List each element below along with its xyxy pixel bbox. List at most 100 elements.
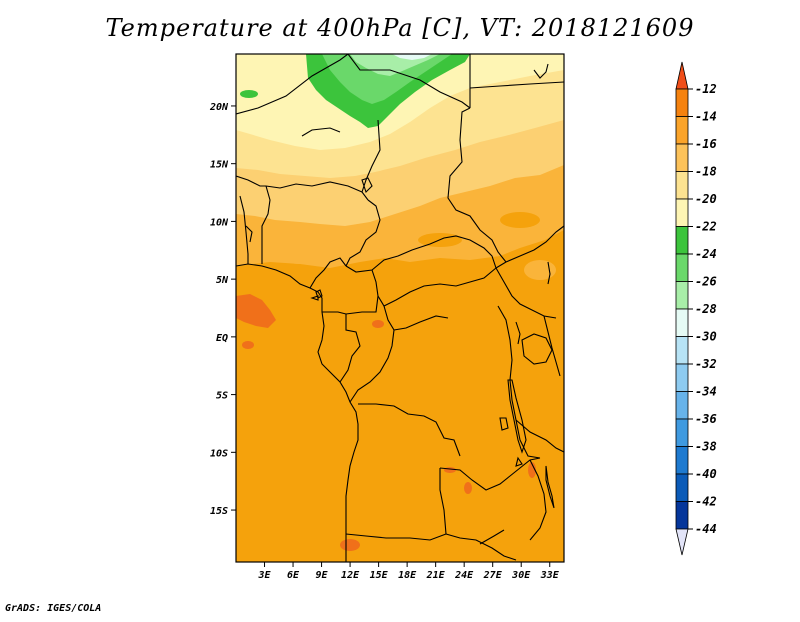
lat-label: 5S bbox=[216, 391, 228, 402]
temperature-field bbox=[236, 54, 564, 562]
lake-turkana bbox=[547, 261, 551, 285]
lon-label: 27E bbox=[483, 570, 503, 581]
border-uganda-kenya bbox=[543, 315, 561, 377]
lat-label: 10N bbox=[210, 217, 229, 228]
colorbar-box bbox=[675, 473, 689, 502]
colorbar-box bbox=[675, 308, 689, 337]
colorbar: -12 -14 -16 -18 -20 -22 -24 -26 -28 -30 -32 -34 -36 -… bbox=[675, 61, 717, 556]
colorbar-box bbox=[675, 226, 689, 255]
lon-label: 6E bbox=[287, 570, 300, 581]
lon-label: 24E bbox=[454, 570, 474, 581]
border-chad-libya bbox=[347, 54, 471, 109]
colorbar-label: -28 bbox=[695, 302, 717, 316]
coastline-west bbox=[236, 263, 359, 562]
warm-patch-south bbox=[340, 539, 360, 551]
colorbar-box bbox=[675, 281, 689, 310]
warm-patch-zambia bbox=[464, 482, 472, 494]
lon-label: 18E bbox=[398, 570, 417, 581]
colorbar-label: -12 bbox=[695, 82, 717, 96]
border-nigeria-north bbox=[301, 127, 341, 137]
border-nigeria-cameroon bbox=[309, 257, 347, 289]
lon-label: 3E bbox=[257, 570, 271, 581]
lake-mweru bbox=[499, 417, 509, 431]
colorbar-label: -16 bbox=[695, 137, 717, 151]
border-congo-drc bbox=[349, 305, 395, 403]
colorbar-box bbox=[675, 116, 689, 145]
border-nigeria-niger bbox=[265, 181, 363, 193]
lat-label: 15N bbox=[210, 160, 229, 171]
colorbar-label: -14 bbox=[695, 110, 717, 124]
colorbar-label: -44 bbox=[695, 522, 717, 536]
lake-chad bbox=[361, 177, 373, 194]
warm-patch-congo bbox=[372, 320, 384, 328]
border-east-top bbox=[469, 81, 564, 89]
border-benin bbox=[261, 185, 271, 264]
colorbar-label: -24 bbox=[695, 247, 717, 261]
lon-label: 9E bbox=[316, 570, 329, 581]
border-mozambique bbox=[529, 459, 547, 541]
colorbar-top-arrow bbox=[675, 61, 689, 90]
colorbar-label: -32 bbox=[695, 357, 717, 371]
congo-river bbox=[393, 315, 449, 331]
border-togo bbox=[239, 195, 249, 264]
lake-bangweulu bbox=[515, 456, 523, 467]
border-chad-cameroon bbox=[345, 199, 381, 267]
longitude-axis: 3E 6E 9E 12E 15E 18E 21E 24E 27E 30E 33E bbox=[257, 562, 560, 581]
colorbar-label: -42 bbox=[695, 495, 717, 509]
colorbar-label: -34 bbox=[695, 385, 717, 399]
warm-patch-coast bbox=[242, 341, 254, 349]
border-car-south bbox=[371, 267, 497, 307]
red-sea-coast bbox=[533, 63, 549, 79]
lat-label: 5N bbox=[216, 275, 229, 286]
lon-label: 21E bbox=[426, 570, 446, 581]
lake-kariba bbox=[479, 529, 505, 545]
border-niger-chad bbox=[236, 54, 349, 115]
colorbar-box bbox=[675, 363, 689, 392]
colorbar-label: -36 bbox=[695, 412, 717, 426]
colorbar-label: -22 bbox=[695, 220, 717, 234]
border-tanzania bbox=[515, 419, 564, 453]
warm-patch-angola bbox=[444, 467, 456, 473]
warm-patch-gulf bbox=[236, 294, 276, 328]
colorbar-label: -26 bbox=[695, 275, 717, 289]
political-boundaries bbox=[236, 54, 564, 562]
colorbar-box bbox=[675, 171, 689, 200]
colorbar-box bbox=[675, 143, 689, 172]
border-cameroon-gabon bbox=[322, 295, 379, 315]
border-zambia bbox=[439, 457, 541, 491]
colorbar-label: -30 bbox=[695, 330, 717, 344]
band-26-28 bbox=[322, 54, 452, 104]
colorbar-box bbox=[675, 88, 689, 117]
lon-label: 12E bbox=[341, 570, 360, 581]
latitude-axis: 20N 15N 10N 5N EQ 5S 10S 15S bbox=[209, 102, 236, 517]
colorbar-box bbox=[675, 391, 689, 420]
lake-albert bbox=[515, 321, 521, 345]
lat-label: 20N bbox=[209, 102, 229, 113]
lake-victoria bbox=[521, 333, 553, 365]
colorbar-label: -38 bbox=[695, 440, 717, 454]
border-zambia-south bbox=[445, 533, 517, 561]
lon-label: 33E bbox=[540, 570, 560, 581]
colorbar-box bbox=[675, 418, 689, 447]
lon-label: 15E bbox=[370, 570, 389, 581]
lon-label: 30E bbox=[511, 570, 531, 581]
lake-malawi bbox=[545, 465, 555, 509]
colorbar-box bbox=[675, 501, 689, 530]
border-chad-niger bbox=[361, 119, 381, 201]
border-burkina bbox=[236, 175, 266, 187]
map-title: Temperature at 400hPa [C], VT: 201812160… bbox=[105, 14, 695, 42]
lake-volta bbox=[245, 225, 253, 243]
lake-tanganyika bbox=[507, 379, 527, 454]
band-30-32 bbox=[392, 54, 432, 60]
colorbar-label: -20 bbox=[695, 192, 717, 206]
colorbar-box bbox=[675, 446, 689, 475]
colorbar-box bbox=[675, 336, 689, 365]
border-sudan-south bbox=[495, 225, 564, 269]
colorbar-box bbox=[675, 253, 689, 282]
grads-credit: GrADS: IGES/COLA bbox=[5, 603, 102, 614]
border-angola-zambia bbox=[439, 468, 447, 535]
lat-label: 15S bbox=[210, 506, 228, 517]
island-bioko bbox=[315, 289, 323, 299]
lat-label: 10S bbox=[210, 448, 228, 459]
